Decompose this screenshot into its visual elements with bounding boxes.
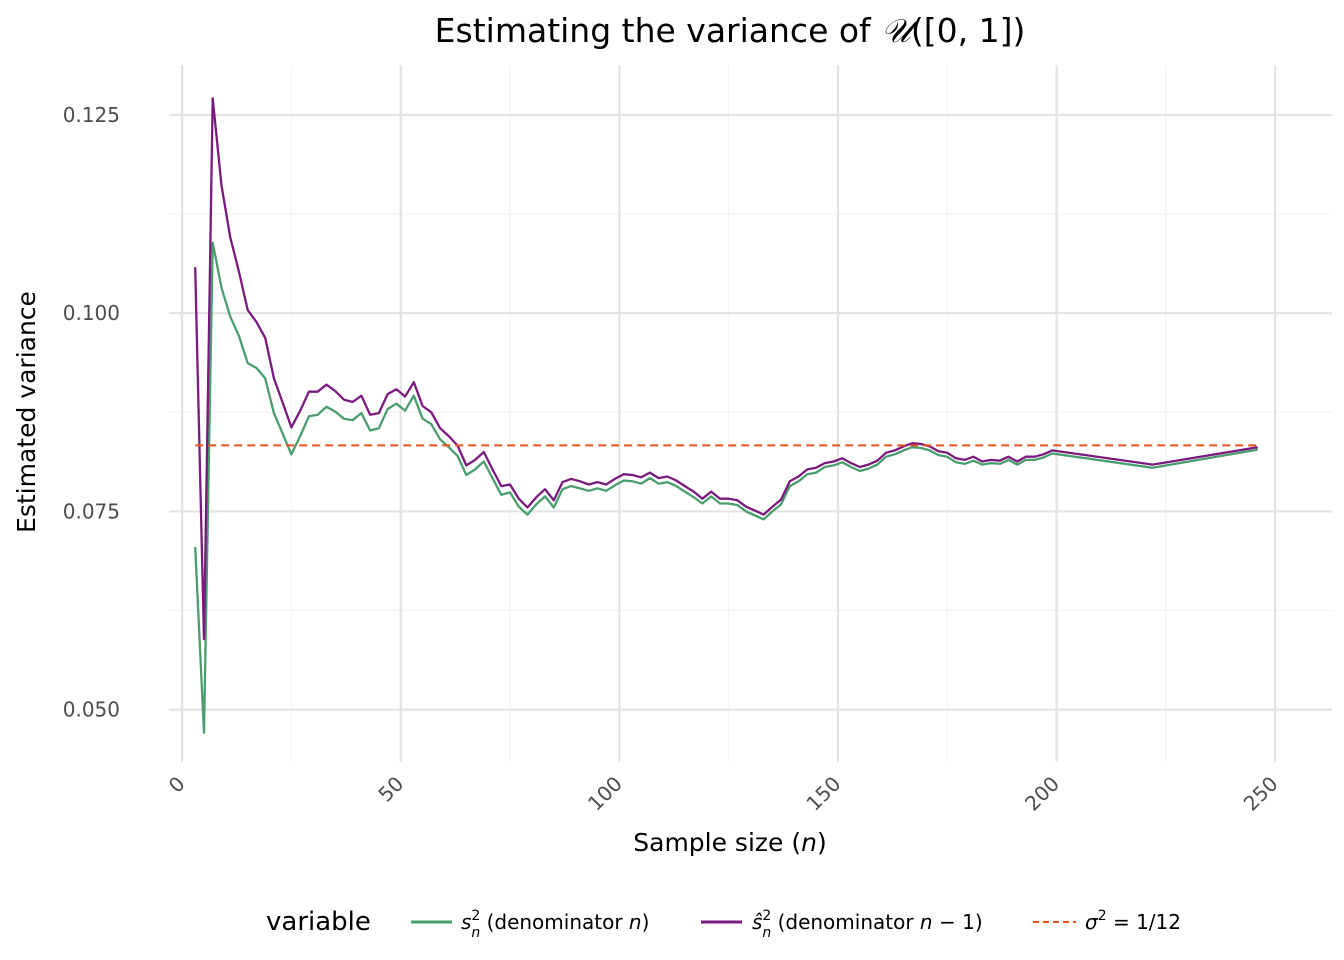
legend-label-shat2n: ŝ2 n (denominator n − 1) <box>752 908 983 941</box>
x-tick-label: 50 <box>373 772 408 807</box>
x-tick-label: 150 <box>802 772 846 816</box>
major-gridlines <box>169 65 1332 762</box>
series-lines <box>194 97 1258 734</box>
line-s2n-denominator-n <box>194 241 1258 734</box>
legend-label-sigma2: σ2 = 1/12 <box>1085 908 1181 934</box>
y-tick-label: 0.050 <box>63 698 120 722</box>
line-shat2n-denominator-n-minus-1 <box>194 97 1258 641</box>
x-tick-label: 200 <box>1020 772 1064 816</box>
chart-title: Estimating the variance of 𝒰([0, 1]) <box>435 11 1026 50</box>
x-tick-label: 0 <box>164 772 190 798</box>
x-tick-label: 100 <box>583 772 627 816</box>
y-tick-label: 0.125 <box>63 103 120 127</box>
legend-title: variable <box>266 907 371 937</box>
x-tick-label: 250 <box>1239 772 1283 816</box>
legend-label-s2n: s2 n (denominator n) <box>461 908 649 941</box>
minor-gridlines <box>169 65 1332 762</box>
y-tick-label: 0.100 <box>63 301 120 325</box>
y-tick-labels: 0.050 0.075 0.100 0.125 <box>63 103 120 722</box>
legend: variable s2 n (denominator n) ŝ2 n (denomi… <box>266 907 1181 941</box>
y-tick-label: 0.075 <box>63 499 120 523</box>
x-tick-labels: 0 50 100 150 200 250 <box>164 772 1283 816</box>
x-axis-title: Sample size (n) <box>633 828 826 857</box>
y-axis-title: Estimated variance <box>12 291 41 533</box>
